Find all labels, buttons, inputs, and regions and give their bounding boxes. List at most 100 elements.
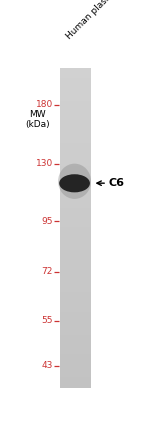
Polygon shape (60, 286, 91, 289)
Polygon shape (60, 374, 91, 377)
Polygon shape (60, 383, 91, 386)
Polygon shape (60, 338, 91, 341)
Polygon shape (60, 318, 91, 321)
Polygon shape (60, 390, 91, 393)
Polygon shape (60, 153, 91, 156)
Polygon shape (60, 289, 91, 292)
Polygon shape (60, 253, 91, 256)
Polygon shape (60, 126, 91, 130)
Polygon shape (60, 123, 91, 126)
Polygon shape (60, 347, 91, 351)
Polygon shape (60, 146, 91, 149)
Polygon shape (60, 309, 91, 312)
Polygon shape (60, 247, 91, 250)
Polygon shape (60, 159, 91, 162)
Polygon shape (60, 344, 91, 347)
Polygon shape (60, 143, 91, 146)
Polygon shape (60, 175, 91, 179)
Polygon shape (60, 101, 91, 104)
Polygon shape (60, 370, 91, 374)
Polygon shape (60, 292, 91, 296)
Polygon shape (60, 179, 91, 182)
Polygon shape (60, 172, 91, 175)
Polygon shape (60, 81, 91, 84)
Polygon shape (60, 269, 91, 273)
Text: 72: 72 (42, 267, 53, 276)
Polygon shape (60, 234, 91, 237)
Polygon shape (60, 377, 91, 380)
Polygon shape (60, 296, 91, 299)
Polygon shape (60, 107, 91, 110)
Polygon shape (60, 244, 91, 247)
Polygon shape (60, 305, 91, 309)
Polygon shape (60, 367, 91, 370)
Text: 130: 130 (36, 160, 53, 168)
Polygon shape (60, 149, 91, 153)
Polygon shape (60, 227, 91, 231)
Polygon shape (60, 198, 91, 201)
Polygon shape (60, 110, 91, 113)
Text: 95: 95 (42, 217, 53, 226)
Polygon shape (60, 237, 91, 240)
Polygon shape (60, 113, 91, 117)
Polygon shape (60, 221, 91, 224)
Polygon shape (60, 130, 91, 133)
Polygon shape (60, 201, 91, 204)
Polygon shape (60, 166, 91, 169)
Polygon shape (60, 215, 91, 218)
Ellipse shape (58, 164, 91, 199)
Polygon shape (60, 185, 91, 188)
Polygon shape (60, 211, 91, 215)
Polygon shape (60, 279, 91, 283)
Text: Human plasma: Human plasma (65, 0, 119, 41)
Polygon shape (60, 364, 91, 367)
Polygon shape (60, 94, 91, 97)
Polygon shape (60, 266, 91, 269)
Polygon shape (60, 312, 91, 315)
Polygon shape (60, 250, 91, 253)
Polygon shape (60, 315, 91, 318)
Polygon shape (60, 195, 91, 198)
Polygon shape (60, 224, 91, 227)
Polygon shape (60, 328, 91, 331)
Polygon shape (60, 104, 91, 107)
Polygon shape (60, 162, 91, 166)
Polygon shape (60, 182, 91, 185)
Polygon shape (60, 260, 91, 263)
Polygon shape (60, 68, 91, 72)
Polygon shape (60, 208, 91, 211)
Polygon shape (60, 188, 91, 191)
Polygon shape (60, 256, 91, 260)
Polygon shape (60, 91, 91, 94)
Polygon shape (60, 263, 91, 266)
Polygon shape (60, 204, 91, 208)
Polygon shape (60, 299, 91, 302)
Polygon shape (60, 283, 91, 286)
Polygon shape (60, 78, 91, 81)
Polygon shape (60, 273, 91, 276)
Polygon shape (60, 354, 91, 357)
Polygon shape (60, 84, 91, 88)
Polygon shape (60, 334, 91, 338)
Ellipse shape (59, 174, 90, 192)
Text: C6: C6 (108, 178, 124, 188)
Polygon shape (60, 302, 91, 305)
Polygon shape (60, 75, 91, 78)
Text: 180: 180 (36, 100, 53, 109)
Polygon shape (60, 136, 91, 140)
Polygon shape (60, 331, 91, 334)
Text: 43: 43 (42, 361, 53, 370)
Polygon shape (60, 88, 91, 91)
Polygon shape (60, 140, 91, 143)
Polygon shape (60, 341, 91, 344)
Polygon shape (60, 231, 91, 234)
Polygon shape (60, 117, 91, 120)
Polygon shape (60, 325, 91, 328)
Polygon shape (60, 276, 91, 279)
Polygon shape (60, 97, 91, 101)
Polygon shape (60, 357, 91, 361)
Polygon shape (60, 351, 91, 354)
Polygon shape (60, 218, 91, 221)
Text: 55: 55 (42, 316, 53, 325)
Polygon shape (60, 361, 91, 364)
